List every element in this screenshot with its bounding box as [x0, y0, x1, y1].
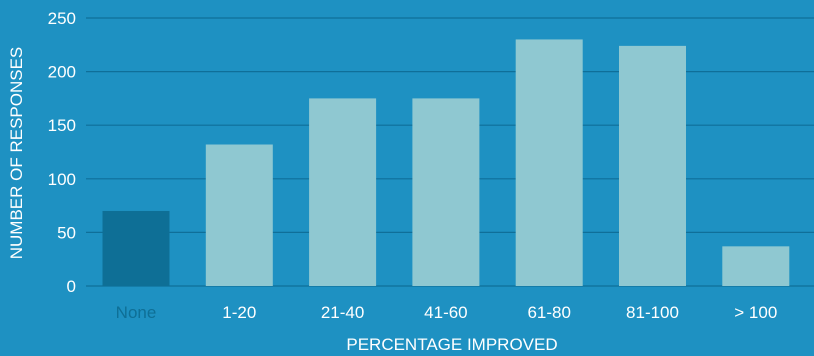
- y-tick-label: 250: [48, 9, 76, 28]
- bar-81-100: [619, 45, 686, 286]
- x-tick-label: None: [116, 303, 157, 322]
- y-tick-label: 150: [48, 116, 76, 135]
- bars: [102, 39, 790, 287]
- x-axis-title: PERCENTAGE IMPROVED: [346, 335, 557, 354]
- y-axis-ticks: 0 50 100 150 200 250: [48, 9, 76, 296]
- bar-61-80: [515, 39, 583, 286]
- y-tick-label: 100: [48, 170, 76, 189]
- y-tick-label: 200: [48, 63, 76, 82]
- x-tick-label: 1-20: [222, 303, 256, 322]
- y-axis-title: NUMBER OF RESPONSES: [7, 47, 26, 260]
- bar-none: [102, 210, 170, 286]
- bar-21-40: [309, 98, 377, 287]
- y-tick-label: 0: [67, 277, 76, 296]
- bar-1-20: [205, 144, 273, 286]
- x-tick-label: 81-100: [626, 303, 679, 322]
- x-tick-label: 61-80: [527, 303, 570, 322]
- x-tick-label: 21-40: [321, 303, 364, 322]
- x-axis-ticks: None 1-20 21-40 41-60 61-80 81-100 > 100: [116, 303, 778, 322]
- bar-41-60: [412, 98, 480, 287]
- bar-100: [722, 246, 790, 286]
- x-tick-label: > 100: [734, 303, 777, 322]
- x-tick-label: 41-60: [424, 303, 467, 322]
- y-tick-label: 50: [57, 223, 76, 242]
